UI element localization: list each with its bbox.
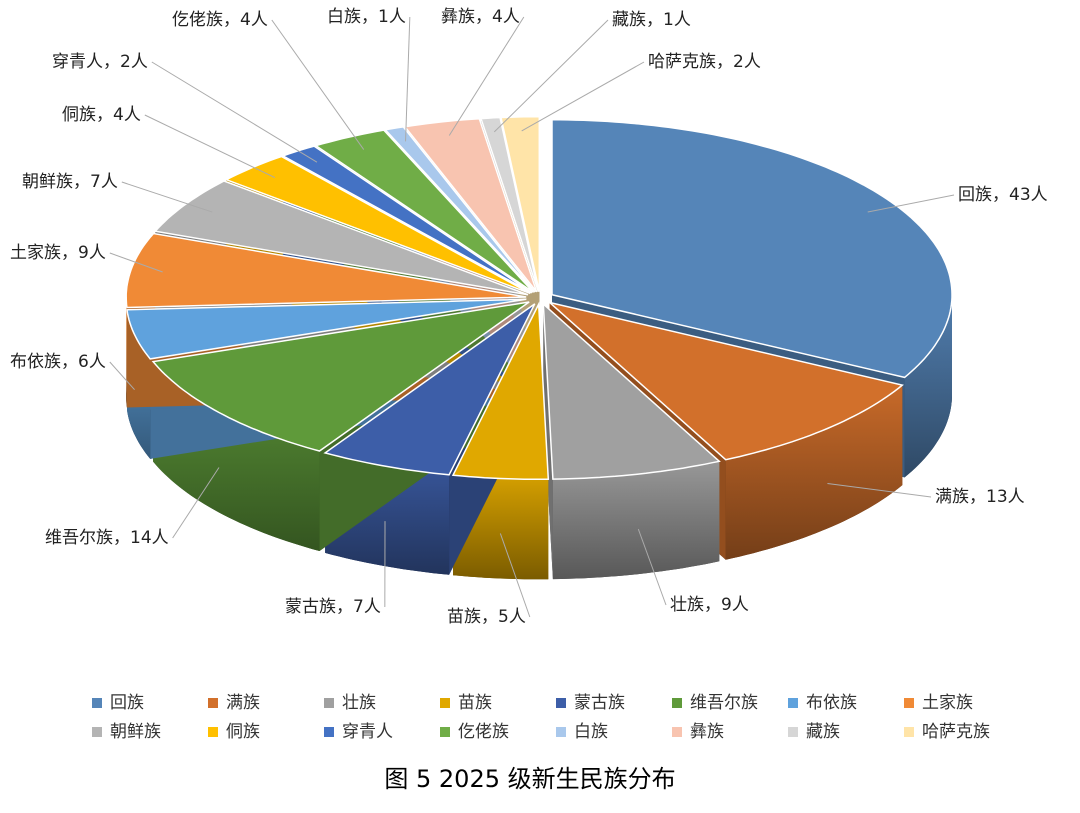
legend-label: 侗族 xyxy=(226,722,260,742)
data-label: 哈萨克族，2人 xyxy=(648,52,761,72)
legend-label: 彝族 xyxy=(690,722,724,742)
data-label: 壮族，9人 xyxy=(670,595,749,615)
data-label: 仡佬族，4人 xyxy=(172,10,268,30)
data-label: 穿青人，2人 xyxy=(52,52,148,72)
data-label: 白族，1人 xyxy=(327,7,406,27)
data-label: 维吾尔族，14人 xyxy=(45,528,169,548)
legend-label: 维吾尔族 xyxy=(690,693,758,713)
legend-swatch xyxy=(208,698,218,708)
data-label: 彝族，4人 xyxy=(441,7,520,27)
legend-label: 哈萨克族 xyxy=(922,722,990,742)
data-label: 布依族，6人 xyxy=(10,352,106,372)
legend-label: 壮族 xyxy=(342,693,376,713)
data-label: 苗族，5人 xyxy=(447,607,526,627)
data-label: 土家族，9人 xyxy=(10,243,106,263)
legend-label: 满族 xyxy=(226,693,260,713)
data-label: 满族，13人 xyxy=(935,487,1025,507)
legend-swatch xyxy=(324,727,334,737)
legend-label: 布依族 xyxy=(806,693,857,713)
legend-swatch xyxy=(324,698,334,708)
legend-label: 穿青人 xyxy=(342,722,393,742)
legend-swatch xyxy=(92,698,102,708)
legend-swatch xyxy=(672,698,682,708)
legend-label: 土家族 xyxy=(922,693,973,713)
legend-swatch xyxy=(556,698,566,708)
legend-swatch xyxy=(904,727,914,737)
legend-label: 回族 xyxy=(110,693,144,713)
data-label: 侗族，4人 xyxy=(62,105,141,125)
legend-swatch xyxy=(440,727,450,737)
data-label: 藏族，1人 xyxy=(612,10,691,30)
slice-wall xyxy=(126,297,127,408)
data-label: 朝鲜族，7人 xyxy=(22,172,118,192)
legend-label: 白族 xyxy=(574,722,608,742)
legend-label: 苗族 xyxy=(458,693,492,713)
legend-swatch xyxy=(904,698,914,708)
legend-swatch xyxy=(788,698,798,708)
legend-swatch xyxy=(788,727,798,737)
legend-label: 朝鲜族 xyxy=(110,722,161,742)
legend-label: 仡佬族 xyxy=(458,722,509,742)
legend-swatch xyxy=(208,727,218,737)
data-label: 回族，43人 xyxy=(958,185,1048,205)
legend-swatch xyxy=(440,698,450,708)
chart-title: 图 5 2025 级新生民族分布 xyxy=(384,765,675,793)
legend-swatch xyxy=(556,727,566,737)
legend-label: 蒙古族 xyxy=(574,693,625,713)
data-label: 蒙古族，7人 xyxy=(285,597,381,617)
legend-label: 藏族 xyxy=(806,722,840,742)
legend-swatch xyxy=(672,727,682,737)
legend-swatch xyxy=(92,727,102,737)
